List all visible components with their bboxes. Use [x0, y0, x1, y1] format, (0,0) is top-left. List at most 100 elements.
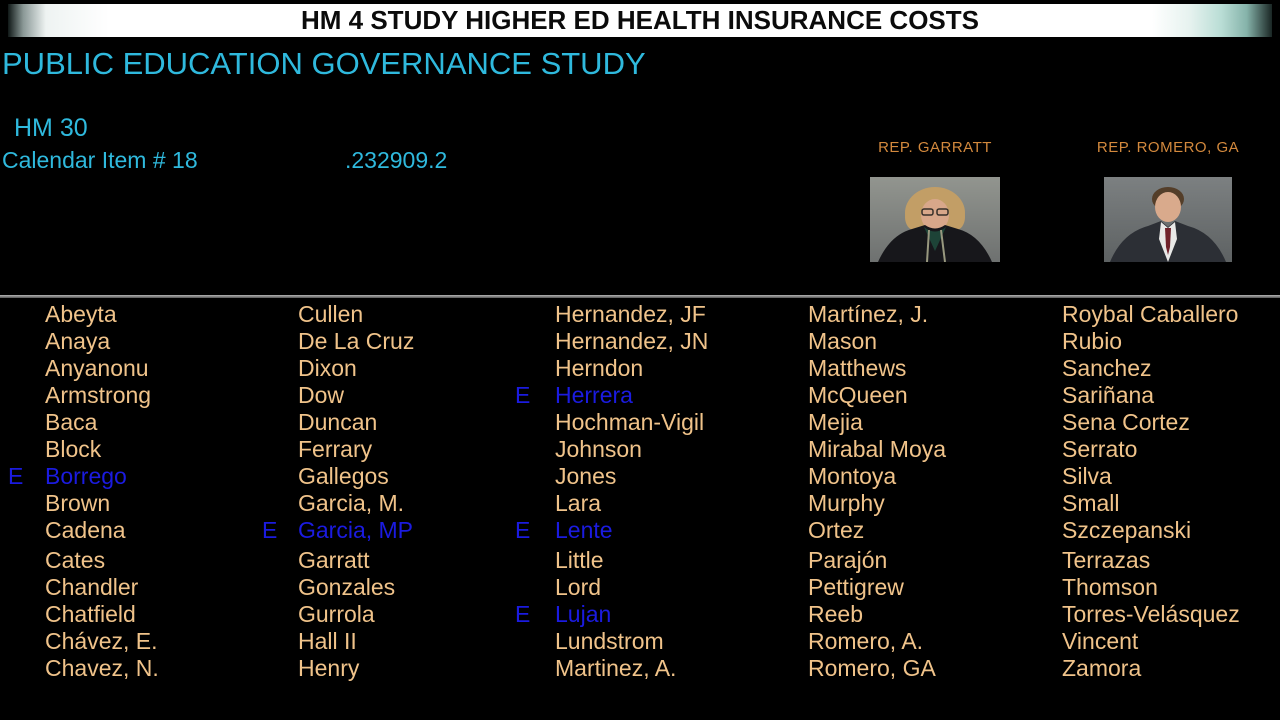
roster-column-1: Abeyta Anaya Anyanonu Armstrong Baca Block E Bo… [8, 301, 159, 682]
member-roster: Abeyta Anaya Anyanonu Armstrong Baca Block E Bo… [0, 301, 1280, 691]
member-row: Szczepanski [1022, 517, 1240, 544]
member-name: Herrera [555, 382, 633, 408]
member-row: Dixon [262, 355, 414, 382]
member-name: Rubio [1062, 328, 1123, 354]
member-row: E Borrego [8, 463, 159, 490]
roster-column-5: Roybal Caballero Rubio Sanchez Sariñana Sena… [1022, 301, 1240, 682]
member-name: Hernandez, JF [555, 301, 706, 327]
measure-subtitle: PUBLIC EDUCATION GOVERNANCE STUDY [2, 46, 646, 81]
member-name: Chandler [45, 574, 139, 600]
member-name: Hall II [298, 628, 357, 654]
member-row: Duncan [262, 409, 414, 436]
member-name: De La Cruz [298, 328, 415, 354]
member-row: Hall II [262, 628, 414, 655]
member-name: Sariñana [1062, 382, 1155, 408]
member-name: Martínez, J. [808, 301, 929, 327]
member-row: Torres-Velásquez [1022, 601, 1240, 628]
member-row: Henry [262, 655, 414, 682]
member-row: Lord [515, 574, 708, 601]
member-name: Romero, A. [808, 628, 924, 654]
member-name: Gurrola [298, 601, 375, 627]
member-name: Hernandez, JN [555, 328, 709, 354]
member-name: Reeb [808, 601, 863, 627]
roster-divider [0, 295, 1280, 298]
member-name: Johnson [555, 436, 642, 462]
member-row: Dow [262, 382, 414, 409]
member-name: Chatfield [45, 601, 136, 627]
roster-column-4: Martínez, J. Mason Matthews McQueen Mejia Mir… [768, 301, 946, 682]
member-name: Borrego [45, 463, 127, 489]
member-name: Lord [555, 574, 602, 600]
member-row: Garratt [262, 547, 414, 574]
excused-marker: E [515, 517, 531, 543]
member-name: Matthews [808, 355, 907, 381]
member-name: Murphy [808, 490, 885, 516]
member-row: Mirabal Moya [768, 436, 946, 463]
member-name: Herndon [555, 355, 644, 381]
excused-marker: E [8, 463, 24, 489]
member-row: Romero, A. [768, 628, 946, 655]
member-name: Sena Cortez [1062, 409, 1190, 435]
member-row: McQueen [768, 382, 946, 409]
member-row: Mason [768, 328, 946, 355]
member-row: Small [1022, 490, 1240, 517]
member-row: Reeb [768, 601, 946, 628]
member-row: Murphy [768, 490, 946, 517]
member-row: E Lente [515, 517, 708, 544]
member-row: E Lujan [515, 601, 708, 628]
member-row: Hernandez, JN [515, 328, 708, 355]
member-row: Cates [8, 547, 159, 574]
member-name: Silva [1062, 463, 1112, 489]
member-name: Mason [808, 328, 878, 354]
member-row: Garcia, M. [262, 490, 414, 517]
member-name: Lujan [555, 601, 612, 627]
measure-title-bar: HM 4 STUDY HIGHER ED HEALTH INSURANCE CO… [8, 4, 1272, 37]
member-row: Parajón [768, 547, 946, 574]
sponsor-photo-garratt [870, 177, 1000, 262]
member-row: Gallegos [262, 463, 414, 490]
member-row: Pettigrew [768, 574, 946, 601]
excused-marker: E [515, 382, 531, 408]
measure-number: HM 30 [14, 114, 88, 142]
member-row: Chávez, E. [8, 628, 159, 655]
member-name: Lara [555, 490, 602, 516]
member-name: Brown [45, 490, 111, 516]
member-row: Vincent [1022, 628, 1240, 655]
member-row: Lara [515, 490, 708, 517]
member-row: Cadena [8, 517, 159, 544]
member-name: Anaya [45, 328, 111, 354]
member-row: Ortez [768, 517, 946, 544]
member-name: Anyanonu [45, 355, 149, 381]
member-name: Torres-Velásquez [1062, 601, 1240, 627]
member-name: Baca [45, 409, 98, 435]
member-row: E Herrera [515, 382, 708, 409]
member-name: Sanchez [1062, 355, 1152, 381]
member-row: Anyanonu [8, 355, 159, 382]
member-name: Lundstrom [555, 628, 664, 654]
member-name: Abeyta [45, 301, 117, 327]
member-name: Vincent [1062, 628, 1139, 654]
member-name: Small [1062, 490, 1120, 516]
member-row: Chandler [8, 574, 159, 601]
member-name: Romero, GA [808, 655, 936, 681]
member-row: Chavez, N. [8, 655, 159, 682]
member-row: Block [8, 436, 159, 463]
member-row: Roybal Caballero [1022, 301, 1240, 328]
member-name: Szczepanski [1062, 517, 1192, 543]
romero-portrait-image [1104, 177, 1232, 262]
member-row: Baca [8, 409, 159, 436]
member-name: McQueen [808, 382, 908, 408]
roster-column-2: Cullen De La Cruz Dixon Dow Duncan Ferrary Gal… [262, 301, 414, 682]
member-row: Lundstrom [515, 628, 708, 655]
member-row: Martínez, J. [768, 301, 946, 328]
member-name: Zamora [1062, 655, 1142, 681]
member-name: Serrato [1062, 436, 1138, 462]
member-name: Henry [298, 655, 360, 681]
member-name: Garratt [298, 547, 370, 573]
member-name: Lente [555, 517, 613, 543]
member-row: Martinez, A. [515, 655, 708, 682]
excused-marker: E [515, 601, 531, 627]
roster-column-3: Hernandez, JF Hernandez, JN Herndon E Herrer… [515, 301, 708, 682]
garratt-portrait-image [870, 177, 1000, 262]
member-row: Matthews [768, 355, 946, 382]
